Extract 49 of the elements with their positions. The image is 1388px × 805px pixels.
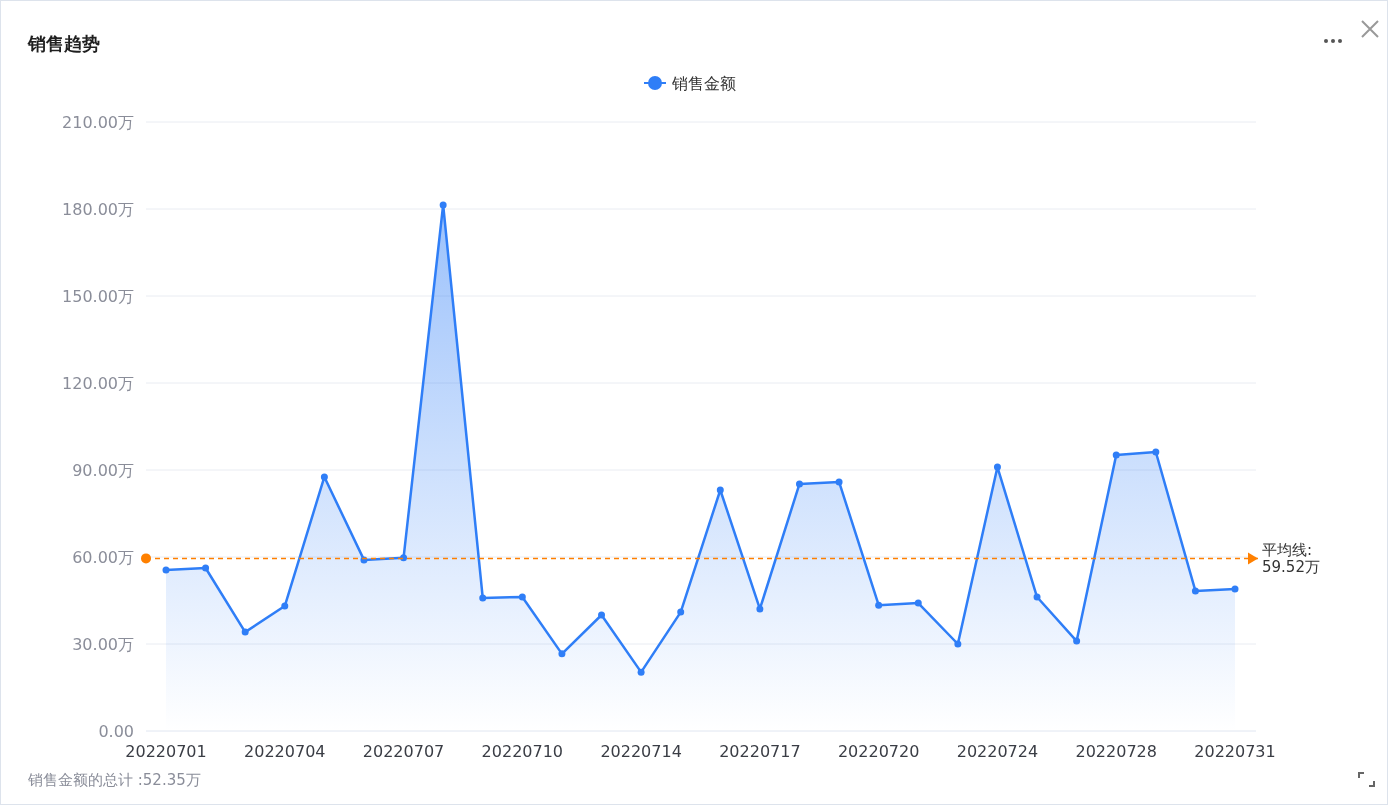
point [241,628,249,636]
point [1191,587,1199,595]
x-tick-label: 20220720 [837,742,920,761]
x-tick-label: 20220714 [600,742,682,761]
point [954,640,962,648]
point [1152,448,1160,456]
point [993,463,1001,471]
point [875,601,883,609]
point [1231,585,1239,593]
point [479,594,487,602]
point [637,668,645,676]
point [914,599,922,607]
point [1112,451,1120,459]
point [202,564,210,572]
point [320,473,328,481]
point [162,566,170,574]
point [558,650,566,658]
point [716,486,724,494]
y-tick-label: 90.00万 [72,461,134,480]
point [756,605,764,613]
legend-label: 销售金额 [671,74,736,93]
point [677,608,685,616]
x-tick-label: 20220717 [719,742,801,761]
x-tick-label: 20220701 [125,742,207,761]
text: 销售金额的总计 :52.35万 [27,771,201,789]
point [835,478,843,486]
y-tick-label: 0.00 [98,722,134,741]
point [518,593,526,601]
y-tick-label: 30.00万 [72,635,134,654]
point [439,201,447,209]
point [795,480,803,488]
x-tick-label: 20220710 [481,742,564,761]
point [1033,593,1041,601]
point [400,554,408,562]
x-tick-label: 20220731 [1194,742,1276,761]
chart-title: 销售趋势 [27,33,100,54]
point [281,602,289,610]
x-tick-label: 20220724 [956,742,1039,761]
ref-line-label: 平均线: 59.52万 [1262,541,1320,577]
y-tick-label: 120.00万 [62,374,134,393]
point [598,611,606,619]
y-tick-label: 210.00万 [62,113,134,132]
y-tick-label: 150.00万 [62,287,134,306]
x-tick-label: 20220707 [362,742,445,761]
y-tick-label: 60.00万 [72,548,134,567]
x-tick-label: 20220704 [244,742,326,761]
y-tick-label: 180.00万 [62,200,134,219]
point [1073,637,1081,645]
x-tick-label: 20220728 [1075,742,1157,761]
